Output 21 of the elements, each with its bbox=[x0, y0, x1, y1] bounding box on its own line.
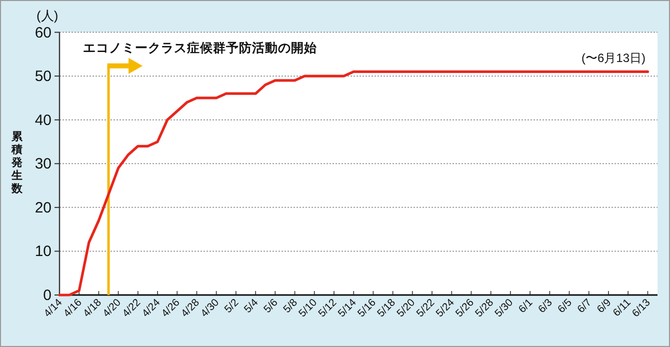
y-tick-label: 60 bbox=[34, 24, 52, 42]
x-tick-label: 5/16 bbox=[355, 296, 378, 320]
y-tick-label: 10 bbox=[34, 243, 52, 260]
y-tick-label: 30 bbox=[34, 156, 52, 173]
x-tick-label: 6/1 bbox=[516, 296, 536, 316]
y-tick-label: 50 bbox=[34, 68, 52, 86]
annotation: (〜6月13日) bbox=[581, 51, 646, 65]
x-tick-label: 5/4 bbox=[242, 296, 261, 316]
x-tick-label: 5/26 bbox=[453, 296, 476, 320]
y-axis-title: 累積発生数 bbox=[10, 131, 24, 195]
text: (人) bbox=[36, 8, 58, 23]
x-tick-label: 5/30 bbox=[492, 296, 516, 320]
y-tick-label: 0 bbox=[43, 287, 52, 304]
ref-line-label: エコノミークラス症候群予防活動の開始 bbox=[83, 40, 318, 55]
x-tick-label: 5/6 bbox=[261, 296, 280, 316]
x-tick-label: 6/5 bbox=[556, 296, 574, 316]
x-tick-label: 6/7 bbox=[575, 296, 594, 316]
y-tick-label: 40 bbox=[34, 112, 52, 129]
y-tick-label: 20 bbox=[34, 199, 52, 216]
x-tick-label: 6/3 bbox=[536, 296, 555, 316]
x-tick-label: 5/2 bbox=[222, 296, 242, 316]
